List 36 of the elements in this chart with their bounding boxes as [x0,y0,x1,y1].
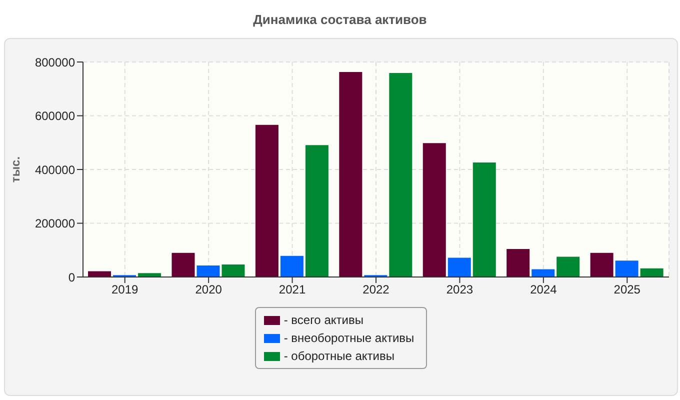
x-tick-label: 2022 [362,282,390,297]
y-tick-label: 0 [68,270,76,284]
legend-label: - всего активы [284,312,364,329]
x-tick-label: 2023 [446,282,474,297]
x-tick-label: 2020 [195,282,222,297]
bar [615,260,638,277]
x-tick-label: 2025 [614,282,641,297]
bar [389,73,412,277]
bar [590,252,614,277]
bar [506,249,530,277]
x-tick-label: 2024 [530,282,558,297]
bar [138,273,162,277]
bar [556,256,580,277]
bar [172,252,195,277]
x-tick-label: 2021 [278,282,306,297]
legend-label: - оборотные активы [284,348,394,365]
y-tick-label: 800000 [34,55,76,70]
bar [472,162,496,277]
y-tick-label: 200000 [34,216,76,231]
y-axis-title: тыс. [8,156,22,183]
bar [448,258,471,277]
y-tick-label: 400000 [34,162,76,177]
bar [532,269,555,277]
bar [196,265,220,277]
bar [422,143,446,277]
bar [255,124,278,277]
bar [280,256,304,277]
chart-title: Динамика состава активов [252,11,428,29]
bar [339,72,362,277]
legend-label: - внеоборотные активы [284,330,414,347]
bar [88,271,112,277]
y-tick-label: 600000 [34,109,76,124]
bar [222,264,245,277]
bar [305,145,328,277]
x-tick-label: 2019 [112,282,139,297]
bar [640,268,664,277]
